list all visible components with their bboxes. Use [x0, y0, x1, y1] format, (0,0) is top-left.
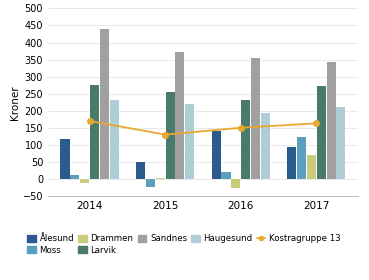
Bar	[337, 107, 345, 179]
Bar	[146, 179, 155, 186]
Bar	[307, 155, 316, 179]
Bar	[90, 85, 99, 179]
Bar	[136, 162, 145, 179]
Bar	[100, 29, 109, 179]
Bar	[175, 52, 184, 179]
Bar	[70, 175, 79, 179]
Bar	[231, 179, 240, 188]
Bar	[212, 131, 221, 179]
Bar	[241, 100, 250, 179]
Bar	[317, 86, 326, 179]
Kostragruppe 13	[314, 122, 318, 125]
Bar	[156, 178, 165, 179]
Bar	[221, 172, 231, 179]
Bar	[287, 147, 296, 179]
Kostragruppe 13	[163, 133, 168, 136]
Kostragruppe 13	[238, 126, 243, 129]
Bar	[297, 137, 306, 179]
Line: Kostragruppe 13: Kostragruppe 13	[86, 118, 320, 138]
Bar	[251, 58, 260, 179]
Kostragruppe 13	[87, 119, 92, 123]
Y-axis label: Kroner: Kroner	[10, 85, 20, 120]
Bar	[80, 179, 89, 183]
Bar	[185, 104, 194, 179]
Bar	[261, 113, 270, 179]
Legend: Ålesund, Moss, Drammen, Larvik, Sandnes, Haugesund, Kostragruppe 13: Ålesund, Moss, Drammen, Larvik, Sandnes,…	[27, 234, 341, 255]
Bar	[61, 139, 69, 179]
Bar	[110, 101, 119, 179]
Bar	[166, 92, 175, 179]
Bar	[327, 62, 336, 179]
